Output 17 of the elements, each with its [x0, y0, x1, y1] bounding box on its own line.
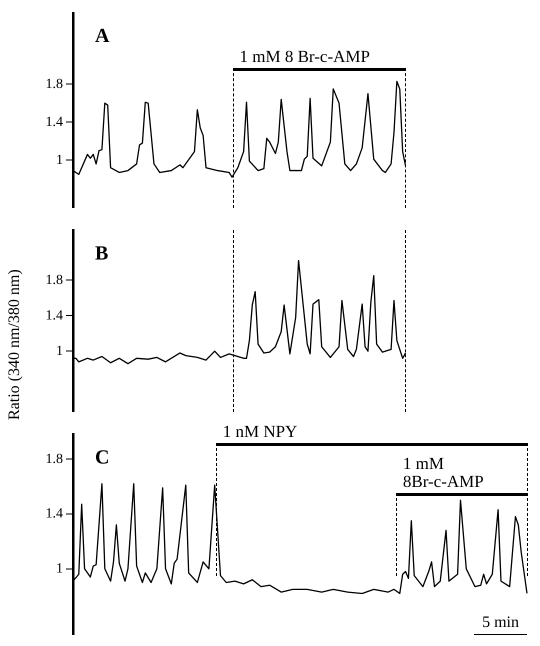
annotation: 5 min: [482, 614, 519, 632]
annotation: 1 nM NPY: [222, 422, 298, 442]
y-tick-label: 1: [56, 561, 63, 576]
text: B: [95, 242, 108, 265]
annotation: 1 mM 8 Br-c-AMP: [239, 47, 370, 66]
y-tick-label: 1.4: [46, 506, 63, 522]
annotation: 1 mM 8Br-c-AMP: [402, 454, 484, 492]
y-tick-label: 1: [56, 152, 63, 168]
y-tick-label: 1.8: [46, 452, 63, 467]
y-tick-label: 1: [56, 344, 63, 359]
text: A: [95, 25, 110, 48]
y-axis-title: Ratio (340 nm/380 nm): [6, 268, 24, 422]
text: C: [95, 446, 110, 469]
y-tick-label: 1.8: [46, 272, 63, 288]
y-tick-label: 1.8: [46, 76, 63, 92]
y-tick-label: 1.4: [46, 114, 63, 130]
y-tick-label: 1.4: [46, 308, 63, 324]
